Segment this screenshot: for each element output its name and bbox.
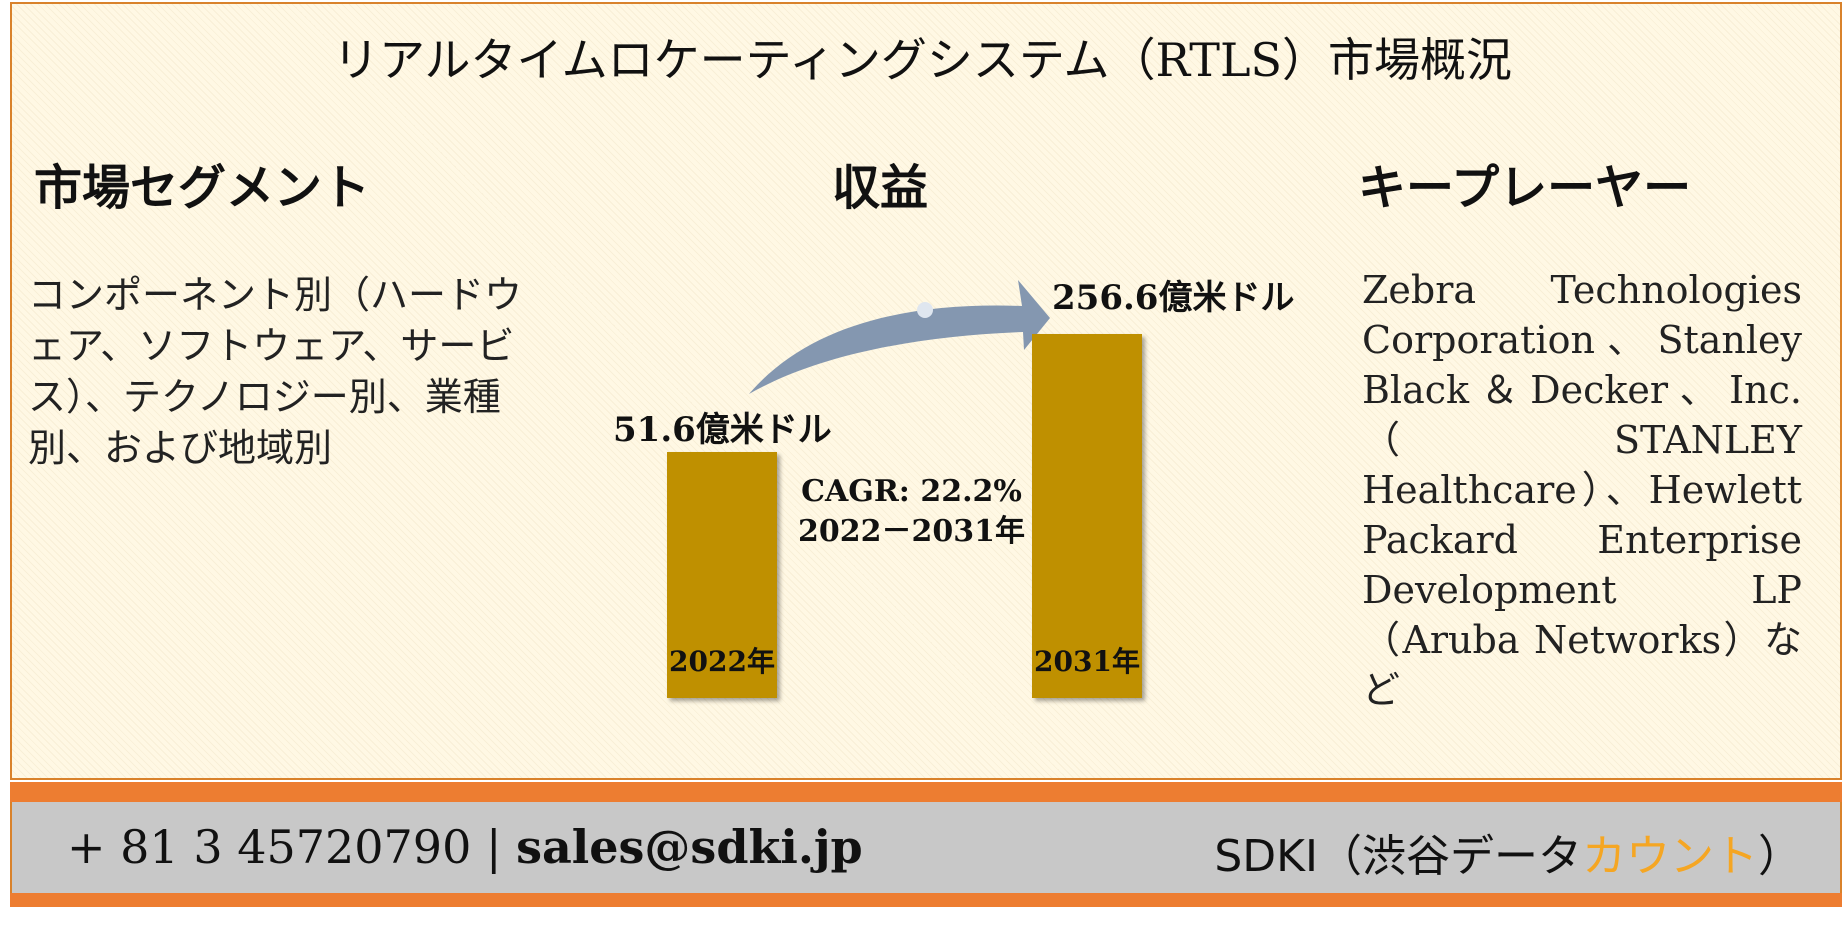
brand-prefix: SDKI（渋谷データ xyxy=(1214,831,1582,882)
contact-separator: | xyxy=(485,820,502,874)
key-players-text: Zebra Technologies Corporation、Stanley B… xyxy=(1362,268,1802,712)
brand-suffix: ） xyxy=(1758,831,1802,882)
revenue-chart-svg xyxy=(749,280,1050,394)
contact-info: + 81 3 45720790 | sales@sdki.jp xyxy=(67,820,863,874)
bar-category-label-0: 2022年 xyxy=(669,645,775,678)
bar-category-label-1: 2031年 xyxy=(1034,645,1140,678)
brand-accent: カウント xyxy=(1582,831,1758,882)
key-players-heading: キープレーヤー xyxy=(1358,160,1692,216)
segments-text: コンポーネント別（ハードウェア、ソフトウェア、サービス）、テクノロジー別、業種別… xyxy=(28,273,523,470)
email-address: sales@sdki.jp xyxy=(516,820,863,874)
brand-name: SDKI（渋谷データカウント） xyxy=(1214,820,1802,884)
revenue-chart: CAGR: 22.2% 2022－2031年 2022年 51.6億米ドル 2031… xyxy=(560,240,1320,710)
footer-top-stripe xyxy=(10,782,1842,802)
cagr-value: CAGR: 22.2% xyxy=(801,474,1022,509)
footer-bottom-stripe xyxy=(10,893,1842,907)
content-panel xyxy=(10,2,1842,780)
revenue-heading: 収益 xyxy=(832,160,929,216)
segments-heading: 市場セグメント xyxy=(34,160,371,216)
footer-bar: + 81 3 45720790 | sales@sdki.jp SDKI（渋谷デ… xyxy=(10,802,1842,893)
arrow-highlight xyxy=(917,302,933,318)
cagr-annotation: CAGR: 22.2% 2022－2031年 xyxy=(798,472,1025,552)
bar-value-label-1: 256.6億米ドル xyxy=(1052,278,1295,318)
cagr-period: 2022－2031年 xyxy=(798,514,1025,549)
bar-1 xyxy=(1032,334,1142,698)
growth-arrow xyxy=(749,280,1050,394)
bar-value-label-0: 51.6億米ドル xyxy=(613,410,832,450)
bar-0 xyxy=(667,452,777,698)
phone-number: + 81 3 45720790 xyxy=(67,820,472,874)
page-title: リアルタイムロケーティングシステム（RTLS）市場概況 xyxy=(332,33,1513,87)
